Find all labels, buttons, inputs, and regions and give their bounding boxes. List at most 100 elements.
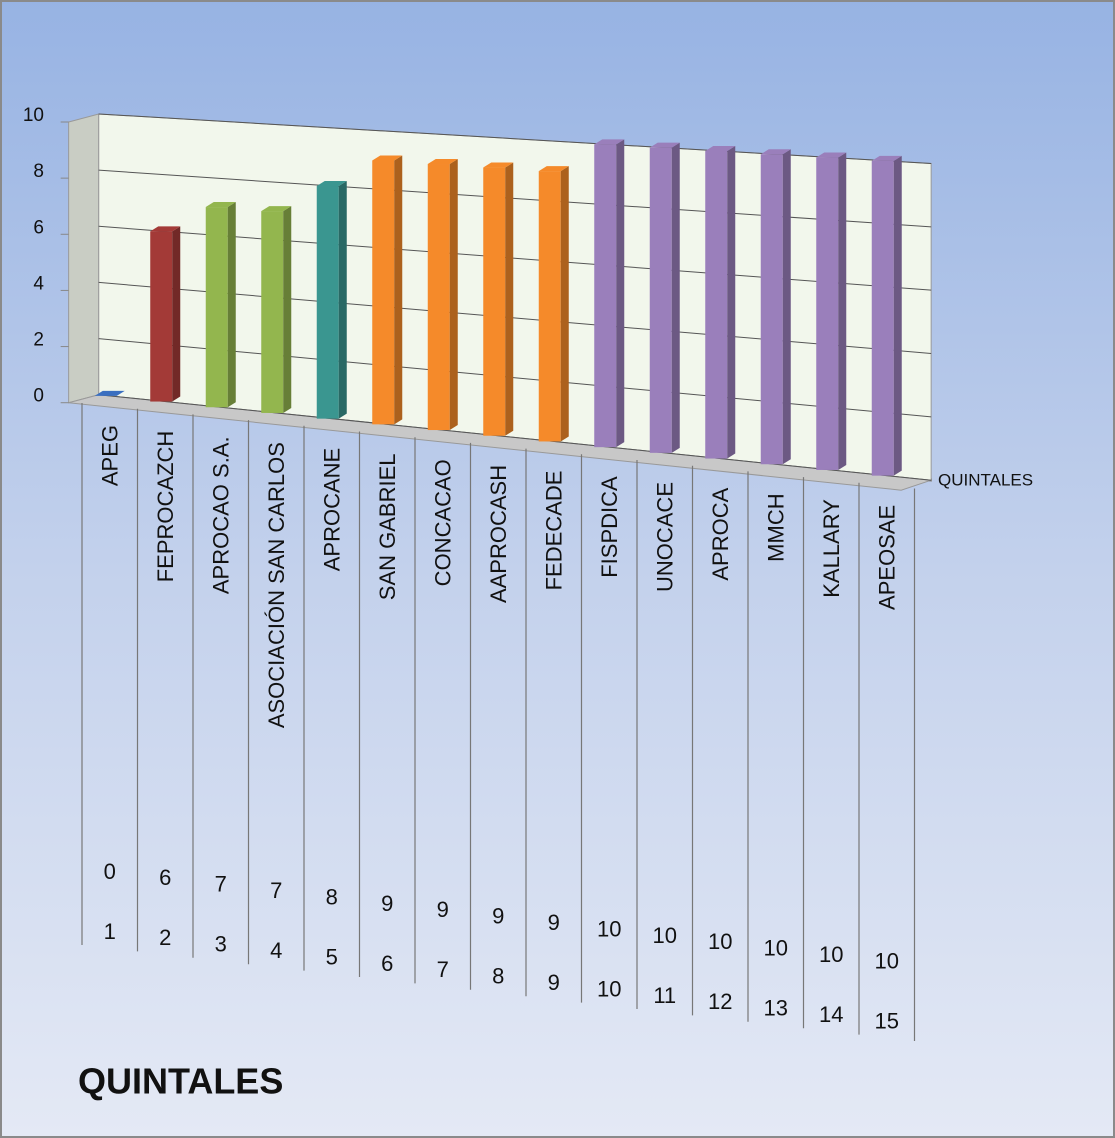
bar-top <box>760 149 791 155</box>
bar-side <box>893 155 902 476</box>
y-tick-label: 4 <box>33 273 44 294</box>
index-label: 15 <box>875 1008 899 1033</box>
index-label: 6 <box>381 951 393 976</box>
bar <box>538 171 561 442</box>
bar-top <box>871 155 902 161</box>
value-label: 10 <box>653 923 677 948</box>
value-label: 9 <box>381 891 393 916</box>
value-label: 6 <box>159 865 171 890</box>
x-tick-label: APROCA <box>708 487 733 580</box>
bar <box>871 160 894 476</box>
index-label: 10 <box>597 976 621 1001</box>
bar-top <box>316 181 347 187</box>
bar <box>150 231 173 402</box>
bar-side <box>782 149 791 465</box>
grid-line <box>98 169 932 228</box>
bar-top <box>705 145 736 151</box>
bar-top <box>261 206 292 212</box>
index-label: 4 <box>270 938 282 963</box>
index-label: 12 <box>708 989 732 1014</box>
x-tick-label: MMCH <box>764 493 789 561</box>
x-tick-label: FEPROCAZCH <box>153 431 178 583</box>
value-label: 10 <box>875 948 899 973</box>
bar <box>483 167 506 436</box>
value-label: 9 <box>492 904 504 929</box>
index-label: 1 <box>104 919 116 944</box>
x-tick-label: FISPDICA <box>597 476 622 578</box>
bar-top <box>427 159 458 165</box>
bar-side <box>560 166 569 442</box>
bar-side <box>449 159 458 431</box>
bar <box>316 186 339 419</box>
y-tick-label: 2 <box>33 330 44 351</box>
bar <box>760 154 783 465</box>
x-tick-label: ASOCIACIÓN SAN CARLOS <box>264 442 289 728</box>
index-label: 3 <box>215 932 227 957</box>
index-label: 14 <box>819 1002 843 1027</box>
grid-line <box>98 225 932 291</box>
index-label: 7 <box>437 957 449 982</box>
bar-side <box>616 139 625 448</box>
index-label: 11 <box>653 983 676 1008</box>
x-tick-label: APEG <box>98 425 123 486</box>
bar <box>372 160 395 425</box>
bar-top <box>150 226 181 232</box>
value-label: 0 <box>104 859 116 884</box>
bar-top <box>205 202 236 208</box>
x-tick-label: FEDECADE <box>542 471 567 591</box>
value-label: 9 <box>548 910 560 935</box>
bar-side <box>394 155 403 425</box>
value-label: 8 <box>326 884 338 909</box>
grid-line <box>98 281 932 355</box>
value-label: 10 <box>764 936 788 961</box>
x-tick-label: AAPROCASH <box>486 465 511 603</box>
bar-top <box>372 155 403 161</box>
x-tick-label: APEOSAE <box>875 505 900 610</box>
chart-title: QUINTALES <box>78 1061 283 1102</box>
index-label: 8 <box>492 964 504 989</box>
bar <box>705 150 728 459</box>
grid-line <box>98 338 932 418</box>
side-wall <box>68 113 100 404</box>
x-tick-label: APROCANE <box>320 448 345 571</box>
bar-side <box>838 152 847 470</box>
grid-line <box>98 394 932 481</box>
y-tick-label: 10 <box>23 105 44 126</box>
bar <box>205 207 228 408</box>
x-tick-label: KALLARY <box>819 499 844 598</box>
x-tick-label: SAN GABRIEL <box>375 454 400 601</box>
bar-top <box>649 142 680 148</box>
bar <box>816 157 839 470</box>
bar-side <box>172 226 181 402</box>
bar-side <box>727 145 736 459</box>
value-label: 9 <box>437 897 449 922</box>
index-label: 9 <box>548 970 560 995</box>
value-label: 10 <box>597 916 621 941</box>
y-tick-label: 8 <box>33 161 44 182</box>
bar-side <box>338 181 347 419</box>
y-tick-label: 6 <box>33 217 44 238</box>
bar-top <box>483 162 514 168</box>
index-label: 13 <box>764 996 788 1021</box>
value-label: 7 <box>270 878 282 903</box>
value-label: 7 <box>215 872 227 897</box>
bar <box>261 211 284 413</box>
bar-side <box>283 206 292 413</box>
bar <box>594 144 617 448</box>
bar-side <box>227 202 236 408</box>
bar <box>427 164 450 431</box>
legend-label: QUINTALES <box>938 470 1033 489</box>
bar <box>649 147 672 453</box>
bar-top <box>594 139 625 145</box>
y-tick-label: 0 <box>33 386 44 407</box>
x-tick-label: CONCACAO <box>431 459 456 586</box>
x-tick-label: UNOCACE <box>653 482 678 592</box>
grid-line <box>98 113 932 164</box>
bar-side <box>671 142 680 453</box>
index-label: 5 <box>326 944 338 969</box>
x-tick-label: APROCAO S.A. <box>209 436 234 594</box>
bar-top <box>816 152 847 158</box>
value-label: 10 <box>819 942 843 967</box>
index-label: 2 <box>159 925 171 950</box>
